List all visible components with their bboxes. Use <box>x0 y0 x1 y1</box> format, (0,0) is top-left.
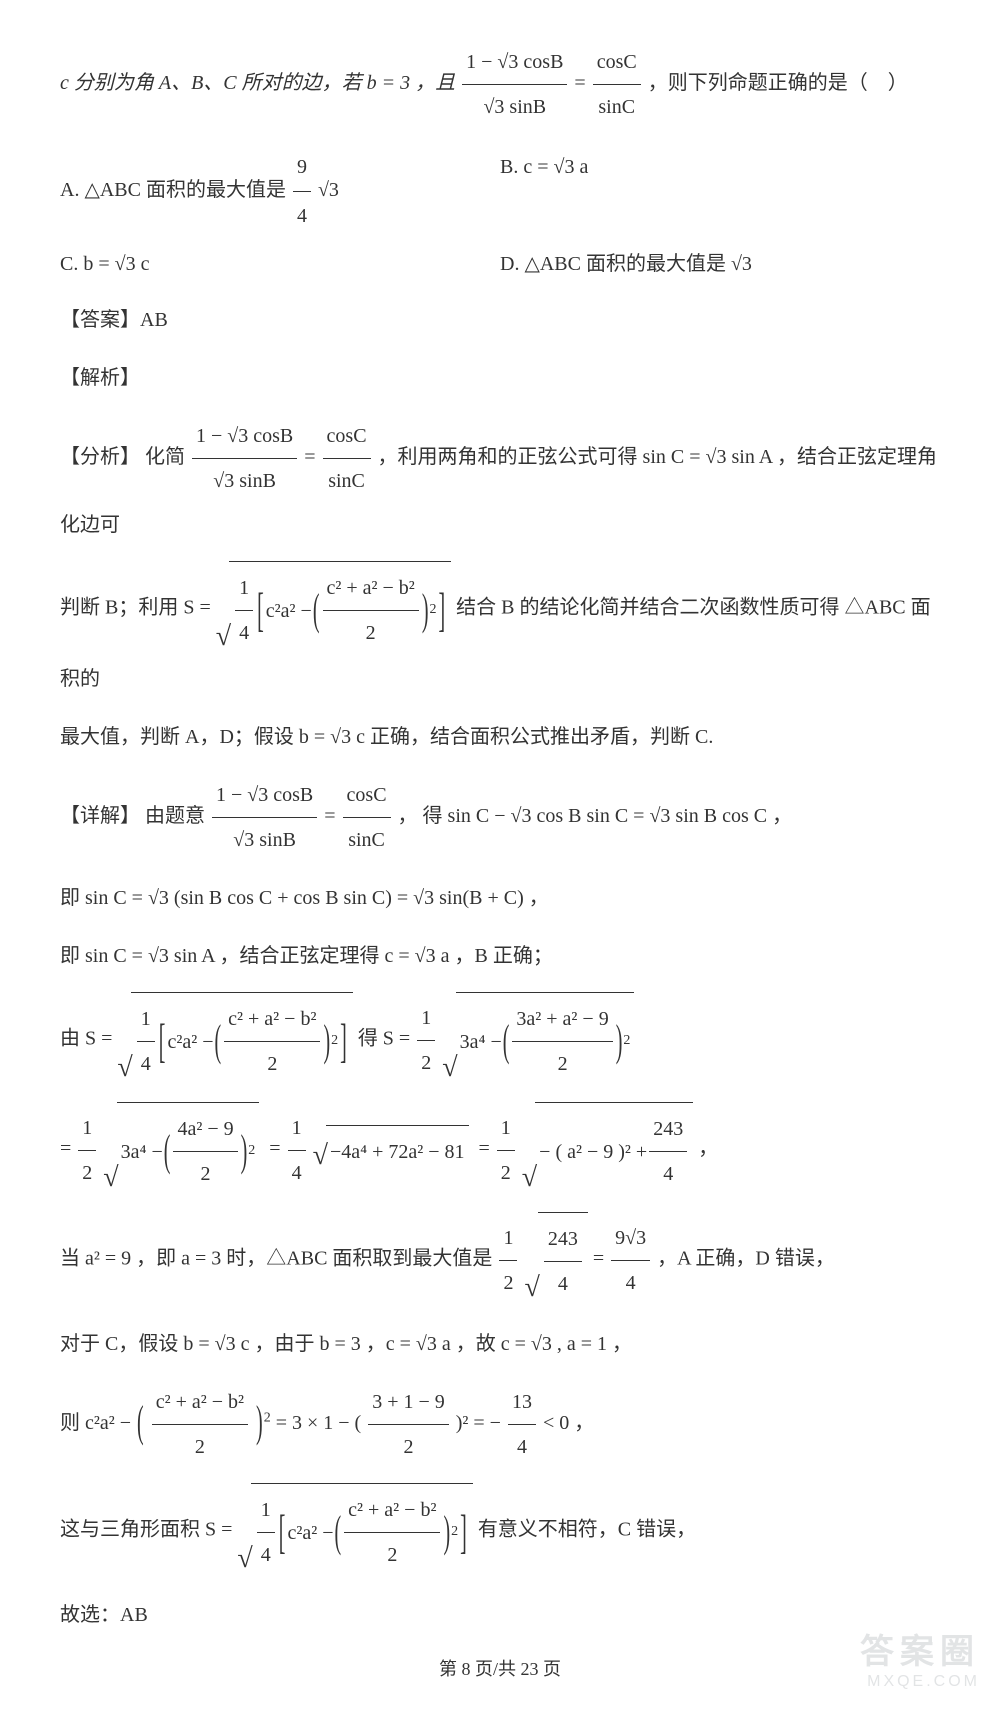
detail-line10: 故选：AB <box>60 1593 940 1637</box>
stem-suffix: ，则下列命题正确的是（ ） <box>648 72 908 94</box>
option-a: A. △ABC 面积的最大值是 9 4 √3 <box>60 143 500 240</box>
options-block: A. △ABC 面积的最大值是 9 4 √3 B. c = √3 a C. b … <box>60 143 940 288</box>
answer-line: 【答案】AB <box>60 298 940 342</box>
page-footer: 第 8 页/共 23 页 <box>0 1655 1000 1681</box>
detail-line7: 对于 C，假设 b = √3 c ，由于 b = 3 ，c = √3 a ，故 … <box>60 1322 940 1366</box>
detail-line4: 由 S = √ 14 [ c²a² − ( c² + a² − b²2 )2 ]… <box>60 992 940 1088</box>
detail-line9: 这与三角形面积 S = √ 14 [ c²a² − ( c² + a² − b²… <box>60 1483 940 1579</box>
question-stem: c 分别为角 A、B、C 所对的边，若 b = 3 ，且 1 − √3 cosB… <box>60 40 940 129</box>
option-b: B. c = √3 a <box>500 143 940 240</box>
fenxi-line2: 判断 B；利用 S = √ 1 4 [ c²a² − ( c² + a² − b… <box>60 561 940 701</box>
detail-line5: = 12 √ 3a⁴ − ( 4a² − 92 )2 = 14 √ −4a⁴ +… <box>60 1102 940 1198</box>
option-c: C. b = √3 c <box>60 240 500 288</box>
stem-prefix: c 分别为角 A、B、C 所对的边，若 b = 3 ，且 <box>60 72 455 94</box>
option-d: D. △ABC 面积的最大值是 √3 <box>500 240 940 288</box>
area-formula-root: √ 1 4 [ c²a² − ( c² + a² − b² 2 )2 ] <box>216 561 451 657</box>
page-container: c 分别为角 A、B、C 所对的边，若 b = 3 ，且 1 − √3 cosB… <box>0 0 1000 1711</box>
detail-line8: 则 c²a² − ( c² + a² − b²2 )2 = 3 × 1 − ( … <box>60 1380 940 1469</box>
detail-line6: 当 a² = 9 ，即 a = 3 时，△ABC 面积取到最大值是 12 √ 2… <box>60 1212 940 1308</box>
detail-line1: 【详解】 由题意 1 − √3 cosB √3 sinB = cosC sinC… <box>60 773 940 862</box>
fenxi-line1: 【分析】 化简 1 − √3 cosB √3 sinB = cosC sinC … <box>60 414 940 547</box>
fenxi-line3: 最大值，判断 A，D；假设 b = √3 c 正确，结合面积公式推出矛盾，判断 … <box>60 715 940 759</box>
stem-lhs-frac: 1 − √3 cosB √3 sinB <box>462 40 567 129</box>
detail-line3: 即 sin C = √3 sin A ，结合正弦定理得 c = √3 a ，B … <box>60 934 940 978</box>
stem-rhs-frac: cosC sinC <box>593 40 641 129</box>
detail-line2: 即 sin C = √3 (sin B cos C + cos B sin C)… <box>60 876 940 920</box>
analysis-label: 【解析】 <box>60 356 940 400</box>
